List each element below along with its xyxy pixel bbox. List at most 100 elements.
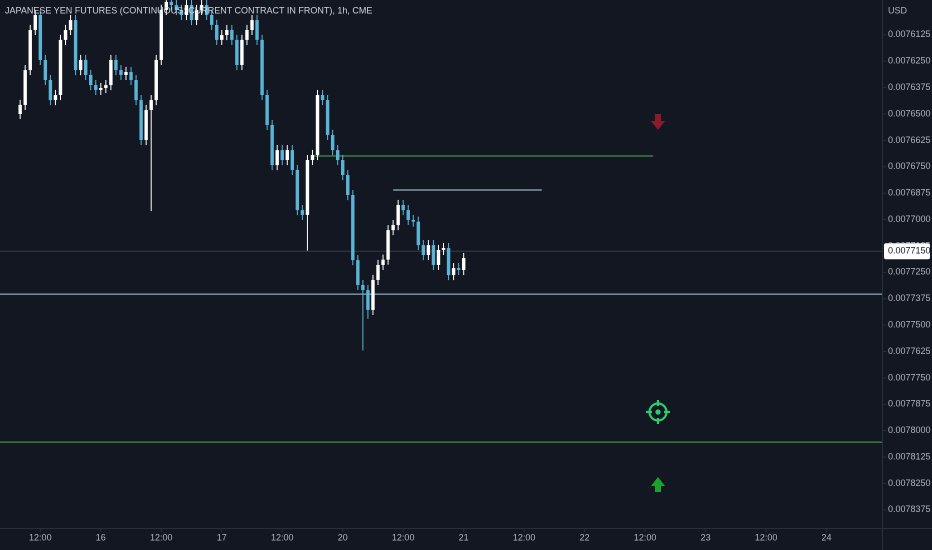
candle-body [199,5,204,10]
candle-body [18,104,22,115]
candle-body [275,150,279,166]
y-tick-label: 0.0078375 [888,504,931,514]
candle-body [260,39,264,96]
y-tick-label: 0.0077000 [888,214,931,224]
y-tick-label: 0.0077375 [888,293,931,303]
candle-body [456,268,461,271]
candle-body [28,29,32,71]
candle-body [361,285,365,291]
candle-body [114,59,118,71]
x-tick-label: 12:00 [392,532,415,542]
candle-body [230,29,234,40]
candle-body [436,249,441,265]
candle-body [431,245,436,265]
x-tick-label: 20 [338,532,348,542]
y-tick-label: 0.0076375 [888,82,931,92]
target-icon [646,400,670,424]
y-tick-label: 0.0077250 [888,267,931,277]
x-tick-label: 12:00 [513,532,536,542]
candle-body [265,95,269,125]
candle-body [209,14,214,25]
x-tick-label: 12:00 [271,532,294,542]
buy-arrow [651,477,665,492]
candle-body [300,210,305,215]
candle-body [366,290,370,310]
candle-body [48,80,53,101]
candle-body [43,59,48,81]
candle-body [411,219,415,222]
candle-body [83,59,88,75]
y-axis-label: USD [888,5,908,15]
y-tick-label: 0.0077750 [888,372,931,382]
y-tick-label: 0.0076750 [888,161,931,171]
candle-body [391,225,395,231]
y-tick-label: 0.0077625 [888,346,931,356]
candle-body [68,20,73,30]
candle-body [189,5,194,21]
candle-body [23,70,27,105]
candle-body [109,59,113,86]
candle-body [426,245,431,256]
y-tick-label: 0.0077500 [888,319,931,329]
candle-body [89,74,93,86]
candle-body [335,150,340,161]
x-tick-label: 12:00 [634,532,657,542]
candle-body [270,124,274,166]
candle-body [250,20,254,30]
candle-body [33,14,37,30]
candle-body [164,1,169,10]
candle-body [245,29,249,40]
candle-body [134,80,138,101]
candle-body [305,160,310,215]
candle-body [38,14,43,60]
candle-body [119,70,123,75]
candle-body [295,169,300,211]
candle-body [220,35,224,40]
price-label-box [884,243,930,260]
x-tick-label: 23 [701,532,711,542]
candle-body [406,210,410,220]
candle-body [104,85,108,89]
y-tick-label: 0.0076625 [888,135,931,145]
candle-body [255,20,259,40]
candle-body [325,100,330,135]
candle-body [235,39,239,66]
candle-body [215,24,219,40]
candle-body [179,9,184,15]
candle-body [63,29,68,40]
candle-body [416,221,421,246]
candle-body [78,59,83,71]
candle-body [53,95,58,101]
candle-body [341,160,345,176]
candle-body [396,204,400,226]
candle-body [346,175,350,196]
candle-body [129,71,133,81]
candle-body [371,279,375,310]
candle-body [94,85,98,90]
candle-body [446,248,451,276]
candle-body [169,1,174,6]
candle-body [73,20,78,71]
candle-body [315,95,320,155]
candle-body [356,260,360,286]
candle-body [285,150,289,161]
candle-body [159,9,163,60]
candle-body [290,150,295,170]
x-tick-label: 12:00 [150,532,173,542]
candle-body [401,204,405,211]
x-tick-label: 24 [822,532,832,542]
candle-body [381,259,385,265]
candle-body [280,150,284,161]
candle-body [225,29,229,36]
candle-body [139,100,143,140]
y-tick-label: 0.0078000 [888,425,931,435]
x-tick-label: 16 [96,532,106,542]
y-tick-label: 0.0076250 [888,56,931,66]
candle-body [351,195,355,261]
price-label: 0.0077150 [888,246,931,256]
candle-body [421,245,426,256]
candle-body [451,268,456,276]
candle-body [58,39,63,96]
